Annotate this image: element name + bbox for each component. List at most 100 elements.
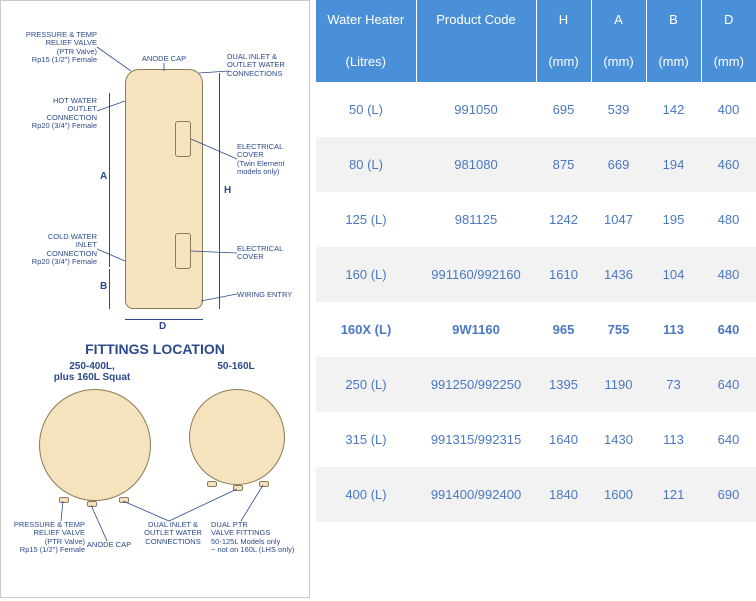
col-header: Water Heater(Litres) bbox=[316, 0, 416, 82]
table-cell: 1640 bbox=[536, 412, 591, 467]
fittings-title: FITTINGS LOCATION bbox=[1, 341, 309, 357]
label-btm-dual: DUAL INLET &OUTLET WATERCONNECTIONS bbox=[133, 521, 213, 546]
table-cell: 160X (L) bbox=[316, 302, 416, 357]
label-cold-in: COLD WATERINLETCONNECTIONRp20 (3/4") Fem… bbox=[7, 233, 97, 266]
table-cell: 1436 bbox=[591, 247, 646, 302]
knob-right-1 bbox=[207, 481, 217, 487]
table-cell: 991315/992315 bbox=[416, 412, 536, 467]
spec-table-header: Water Heater(Litres)Product Code H(mm)A(… bbox=[316, 0, 756, 82]
table-cell: 1047 bbox=[591, 192, 646, 247]
table-cell: 9W1160 bbox=[416, 302, 536, 357]
table-cell: 125 (L) bbox=[316, 192, 416, 247]
table-row: 125 (L)98112512421047195480 bbox=[316, 192, 756, 247]
table-cell: 539 bbox=[591, 82, 646, 137]
label-elec-cover-twin: ELECTRICALCOVER(Twin Elementmodels only) bbox=[237, 143, 307, 176]
table-cell: 121 bbox=[646, 467, 701, 522]
table-cell: 400 bbox=[701, 82, 756, 137]
table-cell: 142 bbox=[646, 82, 701, 137]
dim-h-line bbox=[219, 73, 220, 309]
label-right-circle: 50-160L bbox=[201, 361, 271, 372]
table-cell: 315 (L) bbox=[316, 412, 416, 467]
spec-table-body: 50 (L)99105069553914240080 (L)9810808756… bbox=[316, 82, 756, 522]
page-container: A B H D PRESSURE & TEMPRELIEF VALVE(PTR … bbox=[0, 0, 756, 600]
table-cell: 1190 bbox=[591, 357, 646, 412]
table-cell: 113 bbox=[646, 412, 701, 467]
label-btm-anode: ANODE CAP bbox=[79, 541, 139, 549]
label-elec-cover: ELECTRICALCOVER bbox=[237, 245, 307, 262]
label-btm-ptr: PRESSURE & TEMPRELIEF VALVE(PTR Valve)Rp… bbox=[5, 521, 85, 554]
col-header: D(mm) bbox=[701, 0, 756, 82]
electrical-cover-lower bbox=[175, 233, 191, 269]
tank-cylinder bbox=[125, 69, 203, 309]
label-hot-out: HOT WATEROUTLETCONNECTIONRp20 (3/4") Fem… bbox=[7, 97, 97, 130]
label-left-circle: 250-400L,plus 160L Squat bbox=[37, 361, 147, 383]
col-header: Product Code bbox=[416, 0, 536, 82]
table-cell: 640 bbox=[701, 302, 756, 357]
fittings-diagram: A B H D PRESSURE & TEMPRELIEF VALVE(PTR … bbox=[0, 0, 310, 598]
dim-d-line bbox=[125, 319, 203, 320]
table-cell: 460 bbox=[701, 137, 756, 192]
label-wiring: WIRING ENTRY bbox=[237, 291, 307, 299]
spec-table-panel: Water Heater(Litres)Product Code H(mm)A(… bbox=[310, 0, 756, 600]
table-cell: 690 bbox=[701, 467, 756, 522]
table-cell: 480 bbox=[701, 247, 756, 302]
label-btm-dualptr: DUAL PTRVALVE FITTINGS50-125L Models onl… bbox=[211, 521, 307, 554]
table-cell: 991160/992160 bbox=[416, 247, 536, 302]
table-row: 315 (L)991315/99231516401430113640 bbox=[316, 412, 756, 467]
circle-tank-right bbox=[189, 389, 285, 485]
knob-right-3 bbox=[259, 481, 269, 487]
table-cell: 1840 bbox=[536, 467, 591, 522]
table-cell: 991400/992400 bbox=[416, 467, 536, 522]
table-cell: 1600 bbox=[591, 467, 646, 522]
table-cell: 640 bbox=[701, 357, 756, 412]
table-cell: 1395 bbox=[536, 357, 591, 412]
table-cell: 1242 bbox=[536, 192, 591, 247]
table-cell: 755 bbox=[591, 302, 646, 357]
spec-table: Water Heater(Litres)Product Code H(mm)A(… bbox=[316, 0, 756, 522]
col-header: B(mm) bbox=[646, 0, 701, 82]
table-cell: 113 bbox=[646, 302, 701, 357]
table-cell: 480 bbox=[701, 192, 756, 247]
knob-right-2 bbox=[233, 485, 243, 491]
dim-b-line bbox=[109, 269, 110, 309]
table-row: 160X (L)9W1160965755113640 bbox=[316, 302, 756, 357]
table-cell: 875 bbox=[536, 137, 591, 192]
table-row: 250 (L)991250/9922501395119073640 bbox=[316, 357, 756, 412]
dim-b-label: B bbox=[100, 281, 107, 292]
table-cell: 50 (L) bbox=[316, 82, 416, 137]
table-cell: 104 bbox=[646, 247, 701, 302]
table-cell: 194 bbox=[646, 137, 701, 192]
table-cell: 669 bbox=[591, 137, 646, 192]
dim-a-line bbox=[109, 93, 110, 267]
electrical-cover-upper bbox=[175, 121, 191, 157]
col-header: A(mm) bbox=[591, 0, 646, 82]
label-dual-inlet: DUAL INLET &OUTLET WATERCONNECTIONS bbox=[227, 53, 307, 78]
table-cell: 991050 bbox=[416, 82, 536, 137]
knob-left-2 bbox=[87, 501, 97, 507]
dim-d-label: D bbox=[159, 321, 166, 332]
label-anode: ANODE CAP bbox=[119, 55, 209, 63]
circle-tank-left bbox=[39, 389, 151, 501]
table-cell: 195 bbox=[646, 192, 701, 247]
table-row: 160 (L)991160/99216016101436104480 bbox=[316, 247, 756, 302]
table-cell: 1610 bbox=[536, 247, 591, 302]
table-cell: 640 bbox=[701, 412, 756, 467]
table-cell: 1430 bbox=[591, 412, 646, 467]
table-row: 400 (L)991400/99240018401600121690 bbox=[316, 467, 756, 522]
col-header: H(mm) bbox=[536, 0, 591, 82]
table-cell: 80 (L) bbox=[316, 137, 416, 192]
label-ptr: PRESSURE & TEMPRELIEF VALVE(PTR Valve)Rp… bbox=[7, 31, 97, 64]
dim-h-label: H bbox=[224, 185, 231, 196]
knob-left-3 bbox=[119, 497, 129, 503]
table-cell: 965 bbox=[536, 302, 591, 357]
table-cell: 695 bbox=[536, 82, 591, 137]
table-cell: 991250/992250 bbox=[416, 357, 536, 412]
dim-a-label: A bbox=[100, 171, 107, 182]
table-cell: 73 bbox=[646, 357, 701, 412]
table-cell: 981125 bbox=[416, 192, 536, 247]
knob-left-1 bbox=[59, 497, 69, 503]
table-cell: 250 (L) bbox=[316, 357, 416, 412]
table-cell: 981080 bbox=[416, 137, 536, 192]
table-row: 80 (L)981080875669194460 bbox=[316, 137, 756, 192]
table-cell: 160 (L) bbox=[316, 247, 416, 302]
